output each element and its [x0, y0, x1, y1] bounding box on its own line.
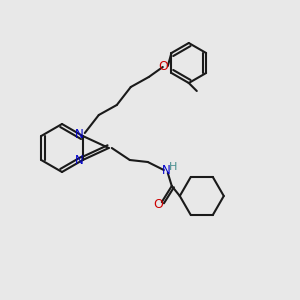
Text: N: N [74, 128, 83, 142]
Text: O: O [158, 61, 168, 74]
Text: N: N [74, 154, 83, 167]
Text: O: O [153, 199, 163, 212]
Text: H: H [169, 162, 177, 172]
Text: N: N [161, 164, 170, 178]
